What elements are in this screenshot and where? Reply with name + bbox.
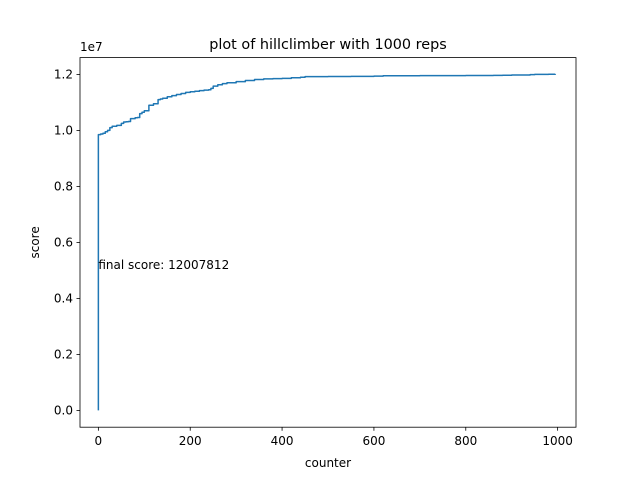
y-tick-label: 0.6	[54, 236, 73, 250]
y-tick-label: 1.0	[54, 124, 73, 138]
x-tick-label: 1000	[542, 434, 573, 448]
chart-title: plot of hillclimber with 1000 reps	[209, 37, 447, 53]
y-axis-label: score	[28, 226, 42, 258]
x-tick-label: 600	[362, 434, 385, 448]
y-axis: 0.0 0.2 0.4 0.6 0.8 1.0 1.2	[54, 68, 80, 418]
x-axis-label: counter	[305, 456, 351, 470]
y-tick-label: 1.2	[54, 68, 73, 82]
x-tick-label: 400	[271, 434, 294, 448]
series-layer	[97, 73, 557, 411]
y-tick-label: 0.8	[54, 180, 73, 194]
y-tick-label: 0.0	[54, 404, 73, 418]
x-axis: 0 200 400 600 800 1000	[95, 427, 573, 448]
y-tick-label: 0.2	[54, 348, 73, 362]
final-score-annotation: final score: 12007812	[98, 258, 229, 272]
y-axis-offset-label: 1e7	[80, 40, 103, 54]
x-tick-label: 800	[454, 434, 477, 448]
x-tick-label: 0	[95, 434, 103, 448]
y-tick-label: 0.4	[54, 292, 73, 306]
x-tick-label: 200	[179, 434, 202, 448]
axes-background	[80, 57, 576, 428]
series-line-0	[97, 73, 557, 411]
